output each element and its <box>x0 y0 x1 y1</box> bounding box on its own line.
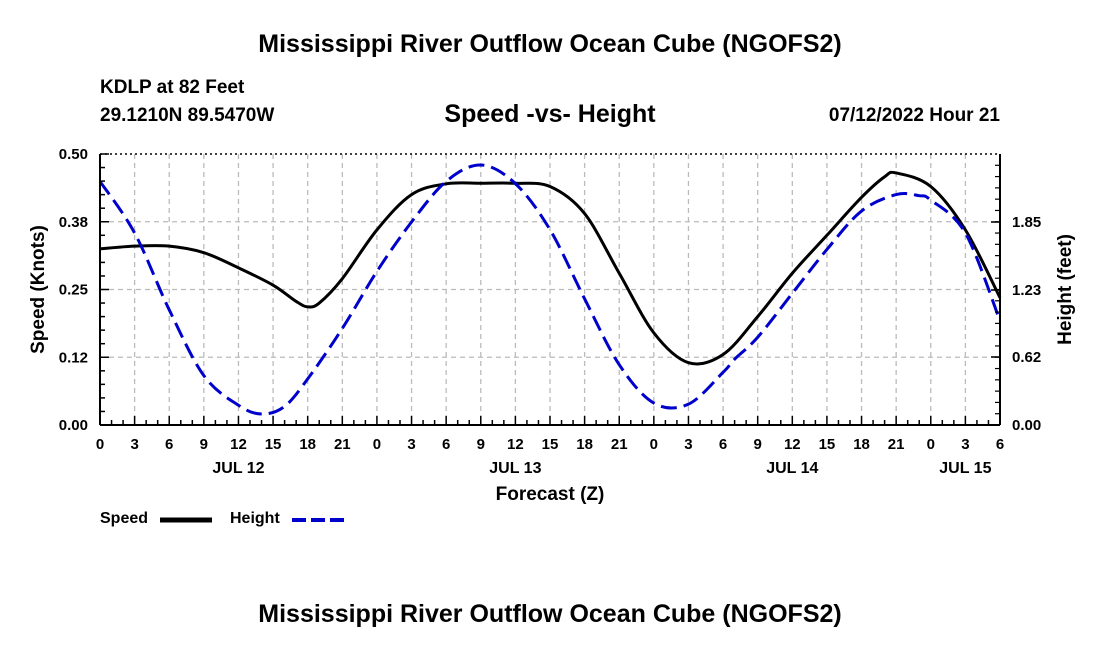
y-right-tick-label: 0.62 <box>1012 349 1041 366</box>
x-tick-label: 6 <box>719 436 727 453</box>
x-tick-label: 21 <box>888 436 905 453</box>
x-tick-label: 18 <box>576 436 593 453</box>
y-right-tick-label: 0.00 <box>1012 417 1041 434</box>
x-tick-label: 3 <box>684 436 692 453</box>
grid-lines <box>100 154 1000 425</box>
y-left-tick-label: 0.25 <box>59 282 88 299</box>
x-tick-label: 6 <box>165 436 173 453</box>
y-right-tick-label: 1.23 <box>1012 282 1041 299</box>
legend-speed-swatch <box>160 517 212 523</box>
x-tick-label: 15 <box>542 436 559 453</box>
y-left-tick-label: 0.12 <box>59 349 88 366</box>
station-label: KDLP at 82 Feet <box>100 77 245 98</box>
x-tick-label: 18 <box>299 436 316 453</box>
x-tick-label: 12 <box>784 436 801 453</box>
legend-height-swatch <box>292 518 344 522</box>
y-left-axis-title: Speed (Knots) <box>28 225 49 354</box>
series-line-speed <box>99 170 1002 366</box>
y-left-tick-label: 0.38 <box>59 214 88 231</box>
x-tick-label: 21 <box>334 436 351 453</box>
x-tick-label: 3 <box>407 436 415 453</box>
x-tick-label: 0 <box>96 436 104 453</box>
x-tick-label: 3 <box>130 436 138 453</box>
axes <box>99 153 1001 426</box>
x-tick-label: 15 <box>819 436 836 453</box>
y-left-tick-label: 0.00 <box>59 417 88 434</box>
footer-title: Mississippi River Outflow Ocean Cube (NG… <box>258 600 842 628</box>
x-tick-label: 9 <box>477 436 485 453</box>
legend-height-label: Height <box>230 510 280 527</box>
x-tick-label: 0 <box>650 436 658 453</box>
forecast-datetime: 07/12/2022 Hour 21 <box>828 105 1000 126</box>
axis-labels: 0 3 6 9 12 15 18 21 0 3 6 9 12 15 18 21 0 3 6 9 12 15 18 21 0 3 6J… <box>28 146 1076 505</box>
date-label: JUL 13 <box>489 460 541 477</box>
chart-title: Mississippi River Outflow Ocean Cube (NG… <box>258 30 842 58</box>
y-right-axis-title: Height (feet) <box>1055 234 1076 345</box>
x-tick-label: 9 <box>754 436 762 453</box>
series-line-height <box>98 163 1002 416</box>
x-tick-label: 15 <box>265 436 282 453</box>
date-label: JUL 14 <box>766 460 818 477</box>
x-tick-label: 9 <box>200 436 208 453</box>
date-label: JUL 15 <box>939 460 991 477</box>
x-tick-label: 3 <box>961 436 969 453</box>
date-label: JUL 12 <box>212 460 264 477</box>
legend-speed-label: Speed <box>100 510 149 527</box>
x-tick-label: 12 <box>230 436 247 453</box>
x-tick-label: 0 <box>927 436 935 453</box>
x-axis-title: Forecast (Z) <box>496 484 605 505</box>
chart-subtitle: Speed -vs- Height <box>444 100 656 128</box>
x-tick-label: 6 <box>996 436 1004 453</box>
y-left-tick-label: 0.50 <box>59 146 88 163</box>
y-right-tick-label: 1.85 <box>1012 214 1041 231</box>
x-tick-label: 18 <box>853 436 870 453</box>
x-tick-label: 21 <box>611 436 628 453</box>
station-coordinates: 29.1210N 89.5470W <box>100 105 275 126</box>
x-tick-label: 0 <box>373 436 381 453</box>
x-tick-label: 12 <box>507 436 524 453</box>
series-lines <box>98 163 1002 416</box>
x-tick-label: 6 <box>442 436 450 453</box>
